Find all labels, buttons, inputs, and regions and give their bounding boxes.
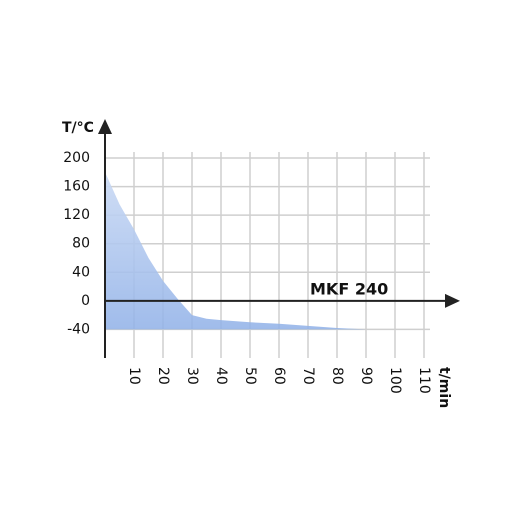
y-tick-label: -40 xyxy=(67,321,90,337)
y-tick-label: 120 xyxy=(63,207,90,223)
x-tick-label: 10 xyxy=(126,367,142,385)
x-tick-label: 30 xyxy=(184,367,200,385)
annotation: MKF 240 xyxy=(310,280,388,299)
x-tick-label: 70 xyxy=(300,367,316,385)
y-tick-label: 160 xyxy=(63,179,90,195)
x-tick-label: 100 xyxy=(387,367,403,394)
y-tick-label: 40 xyxy=(72,264,90,280)
y-tick-label: 0 xyxy=(81,293,90,309)
plot-area xyxy=(105,172,366,330)
x-axis-title: t/min xyxy=(436,367,452,408)
x-tick-label: 40 xyxy=(213,367,229,385)
x-tick-label: 60 xyxy=(271,367,287,385)
y-axis-arrow xyxy=(98,119,112,134)
x-tick-label: 20 xyxy=(155,367,171,385)
y-tick-label: 200 xyxy=(63,150,90,166)
y-axis-title: T/°C xyxy=(62,120,94,136)
x-tick-label: 110 xyxy=(416,367,432,394)
x-tick-label: 50 xyxy=(242,367,258,385)
x-tick-label: 90 xyxy=(358,367,374,385)
grid xyxy=(105,152,430,358)
x-axis-arrow xyxy=(445,293,460,308)
y-tick-label: 80 xyxy=(72,236,90,252)
area-sheen xyxy=(105,172,366,330)
x-tick-label: 80 xyxy=(329,367,345,385)
